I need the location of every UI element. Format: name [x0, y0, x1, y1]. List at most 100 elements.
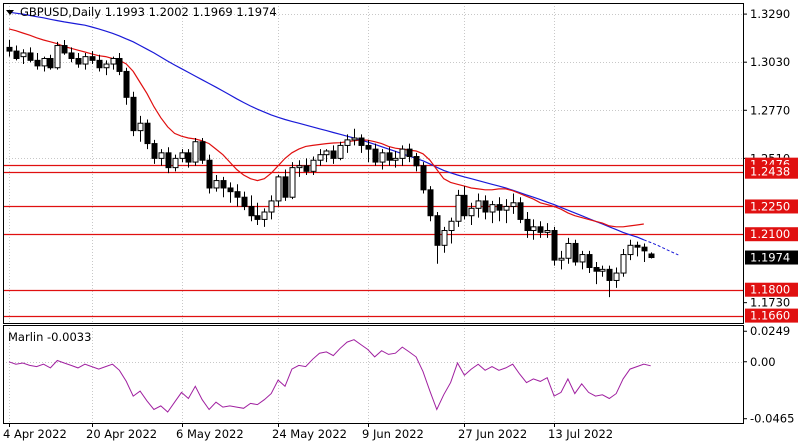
collapse-triangle-icon[interactable]	[6, 10, 14, 15]
candle	[634, 241, 641, 257]
candle-body-bull	[441, 230, 448, 246]
candle	[206, 154, 213, 194]
candle	[358, 134, 365, 153]
candle	[613, 267, 620, 288]
marlin-oscillator	[3, 339, 743, 413]
level-label: 1.2250	[750, 199, 790, 213]
candle	[116, 52, 123, 76]
candle-body-bear	[254, 215, 261, 220]
candle-body-bear	[524, 218, 531, 232]
candle-body-bull	[158, 152, 165, 159]
candle-body-bear	[517, 202, 524, 220]
candle	[399, 145, 406, 166]
candle	[461, 186, 468, 220]
candle-body-bear	[282, 176, 289, 198]
candle	[551, 226, 558, 266]
candle	[351, 128, 358, 146]
candle	[544, 223, 551, 238]
candle-body-bear	[234, 191, 241, 198]
candle	[420, 162, 427, 194]
candle	[13, 45, 20, 61]
level-label: 1.1660	[750, 309, 790, 323]
candle-body-bull	[213, 180, 220, 189]
candle-body-bear	[75, 57, 82, 65]
candle-body-bull	[261, 211, 268, 220]
candle	[192, 138, 199, 166]
ma-slow-projection	[643, 239, 679, 256]
candle	[47, 54, 54, 70]
candle	[165, 147, 172, 174]
candle-body-bull	[455, 194, 462, 222]
candle	[172, 154, 179, 172]
candle-body-bear	[551, 230, 558, 261]
candle	[641, 243, 648, 262]
candle-body-bull	[475, 200, 482, 209]
candle-body-bear	[220, 180, 227, 189]
candle	[282, 169, 289, 201]
candle	[130, 91, 137, 137]
x-tick-label: 20 Apr 2022	[86, 427, 157, 441]
candle-body-bull	[323, 150, 330, 156]
x-tick-label: 13 Jul 2022	[548, 427, 613, 441]
candle-body-bear	[593, 267, 600, 272]
candle	[620, 249, 627, 277]
candle	[303, 158, 310, 176]
candle-body-bear	[537, 226, 544, 233]
candle	[434, 212, 441, 264]
candle-body-bear	[303, 165, 310, 172]
candle-body-bull	[468, 207, 475, 217]
time-axis: 4 Apr 2022 20 Apr 2022 6 May 2022 24 May 20…	[3, 423, 613, 441]
candle	[261, 208, 268, 227]
candle-body-bull	[399, 148, 406, 159]
candle	[54, 41, 61, 70]
ma-slow-line	[8, 11, 645, 241]
level-label-box	[745, 199, 798, 214]
candle-body-bull	[627, 244, 634, 256]
candle	[158, 149, 165, 166]
candle-body-bear	[572, 242, 579, 263]
candle-body-bear	[130, 96, 137, 132]
candle-body-bull	[179, 152, 186, 159]
candle	[579, 250, 586, 270]
candle	[68, 47, 75, 63]
candle-body-bear	[227, 187, 234, 193]
candle-body-bull	[448, 220, 455, 232]
candle	[241, 191, 248, 211]
candle	[123, 67, 130, 105]
candle-body-bull	[82, 56, 89, 65]
candle	[530, 219, 537, 240]
candle	[296, 160, 303, 177]
marlin-line	[8, 339, 651, 413]
candle-body-bull	[337, 144, 344, 159]
candle-body-bear	[586, 254, 593, 269]
y-tick-label: 1.2770	[750, 103, 790, 117]
candle	[6, 39, 13, 57]
candle	[20, 49, 27, 65]
level-label: 1.1800	[750, 283, 790, 297]
candle	[144, 119, 151, 150]
candle-body-bear	[413, 156, 420, 167]
candle-body-bear	[13, 50, 20, 59]
candle-body-bear	[248, 205, 255, 217]
candle-body-bull	[503, 205, 510, 211]
osc-tick-label: -0.0465	[750, 412, 794, 426]
candle-body-bear	[165, 152, 172, 169]
candle-body-bull	[544, 230, 551, 233]
candle-body-bull	[103, 63, 110, 69]
candle-body-bull	[379, 152, 386, 163]
moving-averages	[8, 11, 679, 256]
chart-header: GBPUSD,Daily 1.1993 1.2002 1.1969 1.1974…	[6, 5, 277, 344]
indicator-panel-frame	[3, 325, 744, 424]
candle	[406, 143, 413, 163]
candle	[537, 221, 544, 238]
candle	[179, 149, 186, 163]
candle	[254, 202, 261, 225]
candle	[344, 134, 351, 153]
level-label-box	[745, 227, 798, 242]
candle	[227, 182, 234, 203]
candle-body-bear	[241, 196, 248, 207]
y-tick-label: 1.3030	[750, 55, 790, 69]
candle	[248, 195, 255, 222]
candle-body-bear	[606, 268, 613, 281]
